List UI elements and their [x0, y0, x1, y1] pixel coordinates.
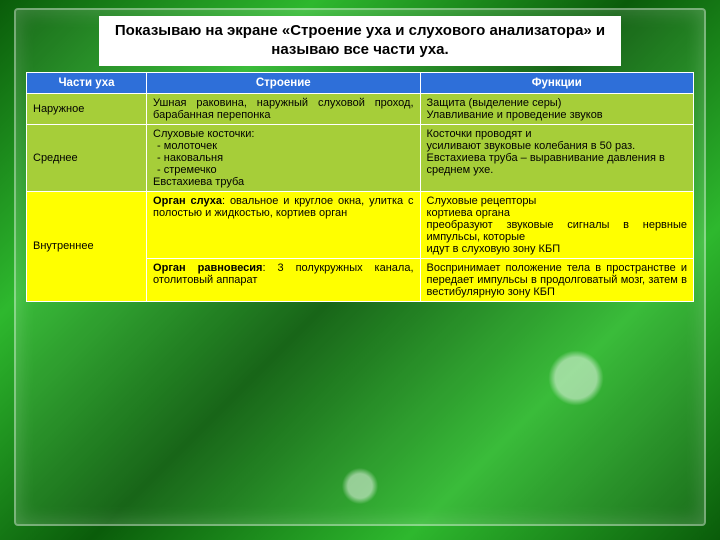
- row-inner-hearing: Внутреннее Орган слуха: овальное и кругл…: [27, 191, 694, 258]
- cell-inner-hearing-structure: Орган слуха: овальное и круглое окна, ул…: [147, 191, 420, 258]
- hearing-label: Орган слуха: [153, 195, 222, 207]
- table-header-row: Части уха Строение Функции: [27, 72, 694, 93]
- slide-title: Показываю на экране «Строение уха и слух…: [99, 16, 620, 66]
- cell-outer-part: Наружное: [27, 93, 147, 124]
- slide-background: Показываю на экране «Строение уха и слух…: [0, 0, 720, 540]
- hearing-func-l3: преобразуют звуковые сигналы в нервные и…: [427, 219, 687, 243]
- cell-inner-hearing-function: Слуховые рецепторы кортиева органа преоб…: [420, 191, 693, 258]
- outer-func-line1: Защита (выделение серы): [427, 97, 687, 109]
- middle-struc-b1: - молоточек: [153, 140, 413, 152]
- cell-middle-part: Среднее: [27, 124, 147, 191]
- ear-table: Части уха Строение Функции Наружное Ушна…: [26, 72, 694, 302]
- outer-func-line2: Улавливание и проведение звуков: [427, 109, 687, 121]
- col-header-structure: Строение: [147, 72, 420, 93]
- row-outer: Наружное Ушная раковина, наружный слухов…: [27, 93, 694, 124]
- cell-inner-part: Внутреннее: [27, 191, 147, 301]
- middle-struc-b2: - наковальня: [153, 152, 413, 164]
- cell-middle-function: Косточки проводят и усиливают звуковые к…: [420, 124, 693, 191]
- cell-outer-function: Защита (выделение серы) Улавливание и пр…: [420, 93, 693, 124]
- cell-inner-balance-structure: Орган равновесия: 3 полукружных канала, …: [147, 258, 420, 301]
- middle-struc-l2: Евстахиева труба: [153, 176, 413, 188]
- middle-func-l3: среднем ухе.: [427, 164, 687, 176]
- cell-inner-balance-function: Воспринимает положение тела в пространст…: [420, 258, 693, 301]
- balance-label: Орган равновесия: [153, 262, 262, 274]
- hearing-func-l1: Слуховые рецепторы: [427, 195, 687, 207]
- middle-struc-b3: - стремечко: [153, 164, 413, 176]
- row-middle: Среднее Слуховые косточки: - молоточек -…: [27, 124, 694, 191]
- hearing-func-l4: идут в слуховую зону КБП: [427, 243, 687, 255]
- middle-func-l1: Косточки проводят и: [427, 128, 687, 140]
- middle-struc-l1: Слуховые косточки:: [153, 128, 413, 140]
- hearing-func-l2: кортиева органа: [427, 207, 687, 219]
- cell-outer-structure: Ушная раковина, наружный слуховой проход…: [147, 93, 420, 124]
- middle-func-l2: усиливают звуковые колебания в 50 раз. Е…: [427, 140, 687, 164]
- cell-middle-structure: Слуховые косточки: - молоточек - наковал…: [147, 124, 420, 191]
- col-header-function: Функции: [420, 72, 693, 93]
- col-header-part: Части уха: [27, 72, 147, 93]
- slide-frame: Показываю на экране «Строение уха и слух…: [14, 8, 706, 526]
